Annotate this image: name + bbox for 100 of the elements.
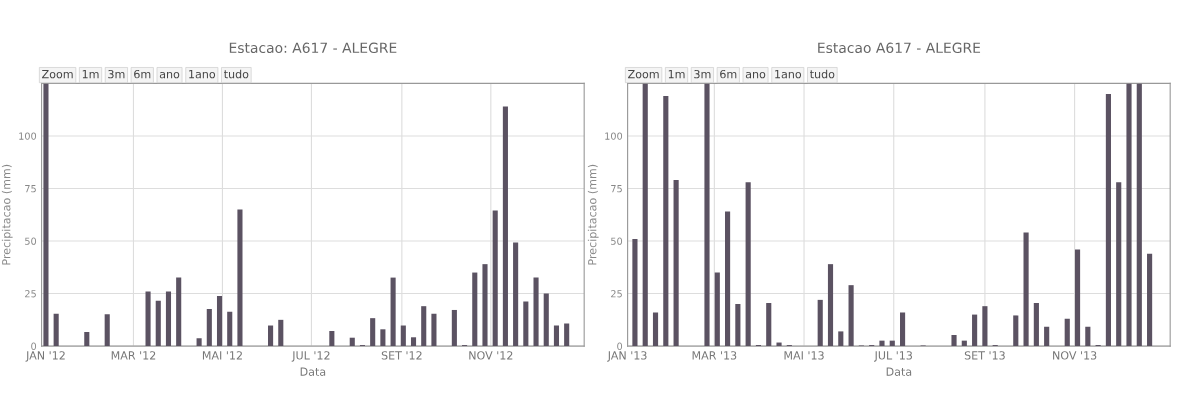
y-tick-label: 75	[25, 185, 36, 193]
x-axis-title: Data	[300, 367, 326, 376]
x-tick-label: SET '13	[964, 351, 1005, 360]
text: 6m	[720, 69, 737, 79]
bar	[421, 306, 427, 347]
x-tick-label: SET '12	[381, 351, 422, 360]
bar	[390, 277, 396, 347]
bar	[776, 342, 782, 347]
y-tick-label: 75	[611, 185, 622, 193]
text: Zoom	[42, 70, 73, 79]
bar	[370, 318, 376, 347]
bar	[1074, 249, 1081, 347]
x-tick-label: MAR '13	[692, 351, 737, 360]
bar	[564, 323, 570, 347]
bar	[1033, 303, 1039, 347]
x-tick-label: NOV '13	[1053, 351, 1097, 360]
x-tick-label: MAI '12	[202, 351, 242, 360]
text: 3m	[108, 69, 125, 79]
bar	[632, 238, 638, 347]
text: 3m	[694, 69, 711, 79]
bar	[652, 312, 659, 347]
bar	[766, 303, 772, 347]
bar	[879, 340, 885, 347]
bar	[1044, 326, 1050, 347]
x-tick-label: JAN '12	[25, 351, 65, 362]
bar	[196, 338, 202, 347]
bar	[380, 329, 386, 347]
bar	[492, 210, 498, 347]
y-axis-title: Precipitacao (mm)	[587, 164, 599, 265]
bar	[176, 277, 182, 347]
bar	[817, 299, 823, 347]
bar	[513, 242, 519, 347]
bar	[523, 301, 529, 347]
bar	[553, 325, 560, 347]
text: tudo	[810, 69, 835, 79]
bar	[431, 313, 437, 347]
bar	[982, 306, 988, 347]
bar	[1064, 318, 1070, 347]
bar	[206, 308, 212, 347]
bar	[472, 272, 478, 347]
bar	[848, 285, 854, 347]
bar	[502, 106, 508, 347]
x-tick-label: JUL '13	[874, 351, 913, 362]
text: 1ano	[189, 70, 216, 79]
bar	[533, 277, 539, 347]
bar	[673, 180, 679, 347]
bar	[482, 264, 488, 347]
bar	[745, 182, 751, 347]
text: Zoom	[628, 70, 659, 79]
bar	[1126, 83, 1132, 347]
bar	[145, 291, 151, 347]
bar	[84, 332, 90, 347]
bar	[1147, 253, 1153, 347]
bar	[838, 331, 844, 347]
bar	[735, 304, 741, 347]
chart-title: Estacao A617 - ALEGRE	[818, 42, 981, 54]
bar	[972, 314, 978, 347]
y-tick-label: 25	[611, 290, 622, 298]
bar	[53, 313, 59, 347]
bar	[329, 330, 335, 347]
bar	[349, 337, 355, 347]
y-tick-label: 25	[25, 290, 36, 298]
text: 1m	[668, 70, 685, 79]
bar	[104, 314, 110, 347]
bar	[278, 319, 284, 347]
bar	[451, 309, 457, 347]
bar	[951, 334, 957, 347]
y-tick-label: 0	[617, 342, 623, 350]
bar	[155, 300, 161, 347]
y-tick-label: 50	[25, 237, 37, 245]
bar	[663, 96, 669, 347]
bar	[543, 293, 549, 347]
bar	[1136, 83, 1142, 347]
bar	[237, 209, 243, 347]
text: 1m	[82, 70, 99, 79]
bar	[1085, 326, 1091, 347]
bar	[714, 272, 720, 347]
x-tick-label: JAN '13	[607, 351, 647, 362]
chart-title: Estacao: A617 - ALEGRE	[229, 42, 397, 54]
text: 6m	[134, 69, 151, 79]
bar	[227, 311, 233, 347]
bar	[642, 83, 648, 347]
bar	[725, 211, 731, 347]
text: ano	[159, 71, 180, 79]
bar	[1116, 182, 1122, 347]
y-tick-label: 100	[19, 132, 37, 140]
text: ano	[745, 71, 766, 79]
y-tick-label: 100	[605, 132, 623, 140]
x-axis-title: Data	[886, 367, 912, 376]
bar	[827, 264, 834, 347]
text: tudo	[224, 69, 249, 79]
bar	[1013, 315, 1019, 347]
x-tick-label: JUL '12	[291, 351, 330, 362]
x-tick-label: MAR '12	[111, 351, 156, 360]
y-tick-label: 50	[611, 237, 623, 245]
x-tick-label: MAI '13	[784, 351, 824, 360]
x-tick-label: NOV '12	[469, 351, 513, 360]
bar	[1023, 232, 1029, 347]
bar	[165, 291, 172, 347]
bar	[216, 296, 223, 347]
